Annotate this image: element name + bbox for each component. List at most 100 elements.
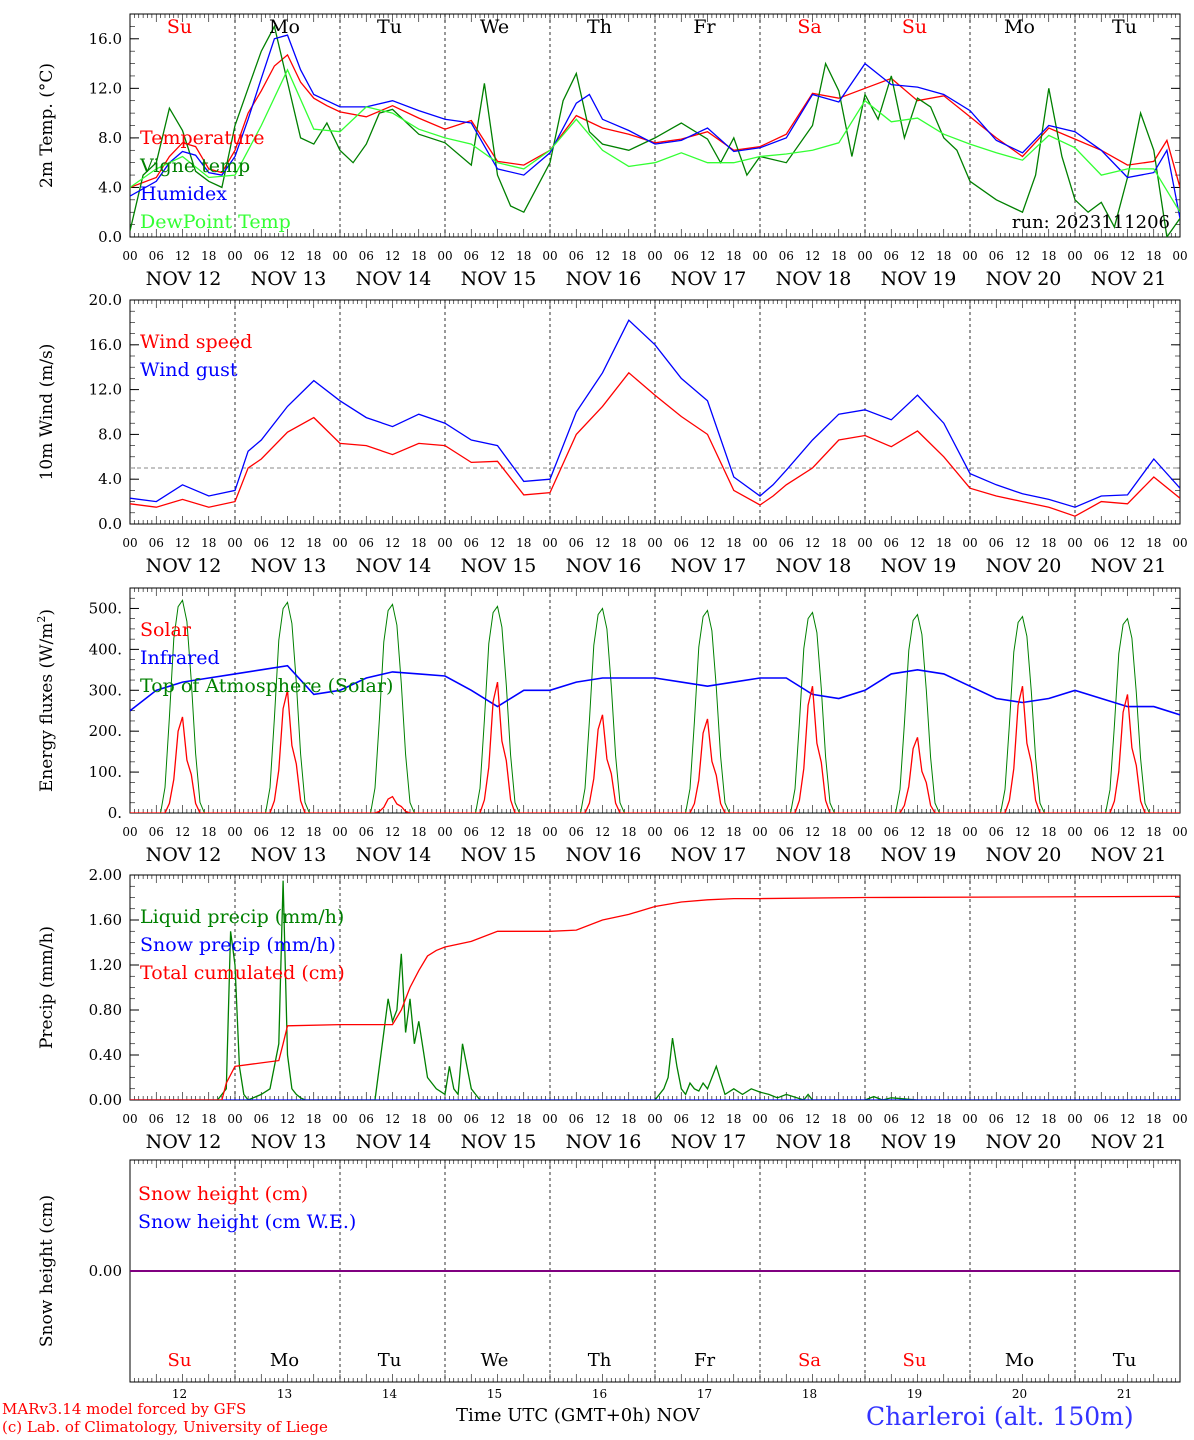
panel-2: 0.0 4.0 8.0 12.0 16.0 20.0 10m Wind (m/s) 00 06 1… (37, 291, 1188, 577)
hour-label: 06 (149, 536, 164, 550)
legend-entry: Vigne temp (139, 155, 250, 177)
hour-label: 00 (227, 1112, 242, 1126)
hour-label: 18 (306, 825, 321, 839)
y-tick-label: 4.0 (98, 470, 122, 488)
hour-label: 00 (1172, 1112, 1187, 1126)
legend-entry: Wind gust (140, 359, 238, 381)
hour-label: 18 (936, 825, 951, 839)
y-tick-label: 0.00 (89, 1262, 122, 1280)
hour-label: 12 (595, 1112, 610, 1126)
date-label: NOV 14 (356, 268, 432, 290)
weekday-label-bottom: Th (588, 1350, 612, 1371)
series-solar-line (130, 681, 1180, 813)
hour-label: 06 (254, 1112, 269, 1126)
hour-label: 12 (1120, 825, 1135, 839)
hour-label: 18 (201, 1112, 216, 1126)
hour-label: 00 (437, 1112, 452, 1126)
series-line-2 (130, 319, 1180, 508)
date-label: NOV 20 (986, 1131, 1062, 1153)
hour-label: 18 (726, 825, 741, 839)
hour-label: 06 (464, 249, 479, 263)
y-tick-label: 12.0 (89, 381, 122, 399)
panel-4: 0.00 0.40 0.80 1.20 1.60 2.00 Precip (mm/h) 00 0… (37, 866, 1188, 1153)
legend-entry: Infrared (140, 647, 220, 669)
hour-label: 18 (831, 536, 846, 550)
hour-label: 00 (647, 1112, 662, 1126)
day-number-label: 18 (802, 1387, 817, 1401)
y-tick-label: 0. (108, 804, 122, 822)
legend-entry: Wind speed (140, 331, 252, 353)
station-label: Charleroi (alt. 150m) (866, 1402, 1134, 1431)
legend-entry: Top of Atmosphere (Solar) (140, 675, 393, 697)
y-axis-label: Energy fluxes (W/m2) (35, 609, 57, 792)
weekday-label-bottom: Mo (270, 1350, 299, 1371)
date-label: NOV 21 (1091, 844, 1167, 866)
date-label: NOV 15 (461, 1131, 537, 1153)
hour-label: 06 (884, 536, 899, 550)
hour-label: 06 (149, 249, 164, 263)
y-tick-label: 0.80 (89, 1001, 122, 1019)
hour-label: 00 (542, 825, 557, 839)
hour-label: 06 (359, 536, 374, 550)
hour-label: 12 (700, 825, 715, 839)
hour-label: 18 (201, 825, 216, 839)
series-line-1 (130, 53, 1180, 189)
hour-label: 06 (1094, 1112, 1109, 1126)
weekday-label-bottom: Su (903, 1350, 927, 1371)
hour-label: 06 (674, 249, 689, 263)
date-label: NOV 18 (776, 1131, 852, 1153)
y-tick-label: 0.00 (89, 1091, 122, 1109)
weekday-label-top: Fr (693, 16, 716, 38)
weekday-label-top: Mo (1004, 16, 1035, 38)
hour-label: 06 (779, 249, 794, 263)
hour-label: 18 (516, 1112, 531, 1126)
hour-label: 12 (385, 1112, 400, 1126)
weekday-label-top: Sa (797, 16, 821, 38)
y-tick-label: 16.0 (89, 336, 122, 354)
hour-label: 18 (411, 1112, 426, 1126)
hour-label: 00 (962, 249, 977, 263)
hour-label: 18 (936, 249, 951, 263)
hour-label: 18 (831, 825, 846, 839)
hour-label: 18 (201, 249, 216, 263)
hour-label: 12 (595, 249, 610, 263)
hour-label: 18 (1146, 536, 1161, 550)
date-label: NOV 19 (881, 268, 957, 290)
hour-label: 12 (910, 249, 925, 263)
legend-entry: Total cumulated (cm) (140, 962, 345, 984)
hour-label: 00 (227, 536, 242, 550)
weekday-label-bottom: Mo (1005, 1350, 1034, 1371)
hour-label: 00 (1172, 249, 1187, 263)
date-label: NOV 16 (566, 268, 642, 290)
hour-label: 00 (227, 825, 242, 839)
hour-label: 00 (752, 1112, 767, 1126)
y-tick-label: 500. (89, 599, 122, 617)
date-label: NOV 20 (986, 844, 1062, 866)
hour-label: 18 (831, 249, 846, 263)
hour-label: 12 (490, 536, 505, 550)
weekday-label-bottom: Sa (798, 1350, 821, 1371)
hour-label: 12 (385, 825, 400, 839)
date-label: NOV 21 (1091, 268, 1167, 290)
legend-entry: Snow precip (mm/h) (140, 934, 336, 956)
date-label: NOV 21 (1091, 1131, 1167, 1153)
series-line-2 (130, 24, 1180, 237)
hour-label: 06 (674, 536, 689, 550)
panel-1: 0.0 4.0 8.0 12.0 16.0 2m Temp. (°C) 00 06 12 18 NO… (37, 13, 1188, 290)
hour-label: 12 (490, 249, 505, 263)
hour-label: 06 (149, 1112, 164, 1126)
hour-label: 00 (1067, 1112, 1082, 1126)
hour-label: 12 (1120, 249, 1135, 263)
hour-label: 00 (227, 249, 242, 263)
x-ticks (129, 14, 1181, 237)
hour-label: 12 (1015, 536, 1030, 550)
hour-label: 06 (254, 249, 269, 263)
x-ticks (129, 875, 1181, 1100)
hour-label: 06 (884, 825, 899, 839)
weekday-label-bottom: Fr (694, 1350, 715, 1371)
y-tick-label: 1.20 (89, 956, 122, 974)
x-ticks (129, 300, 1181, 524)
date-label: NOV 19 (881, 844, 957, 866)
hour-label: 06 (464, 536, 479, 550)
date-label: NOV 12 (146, 268, 222, 290)
